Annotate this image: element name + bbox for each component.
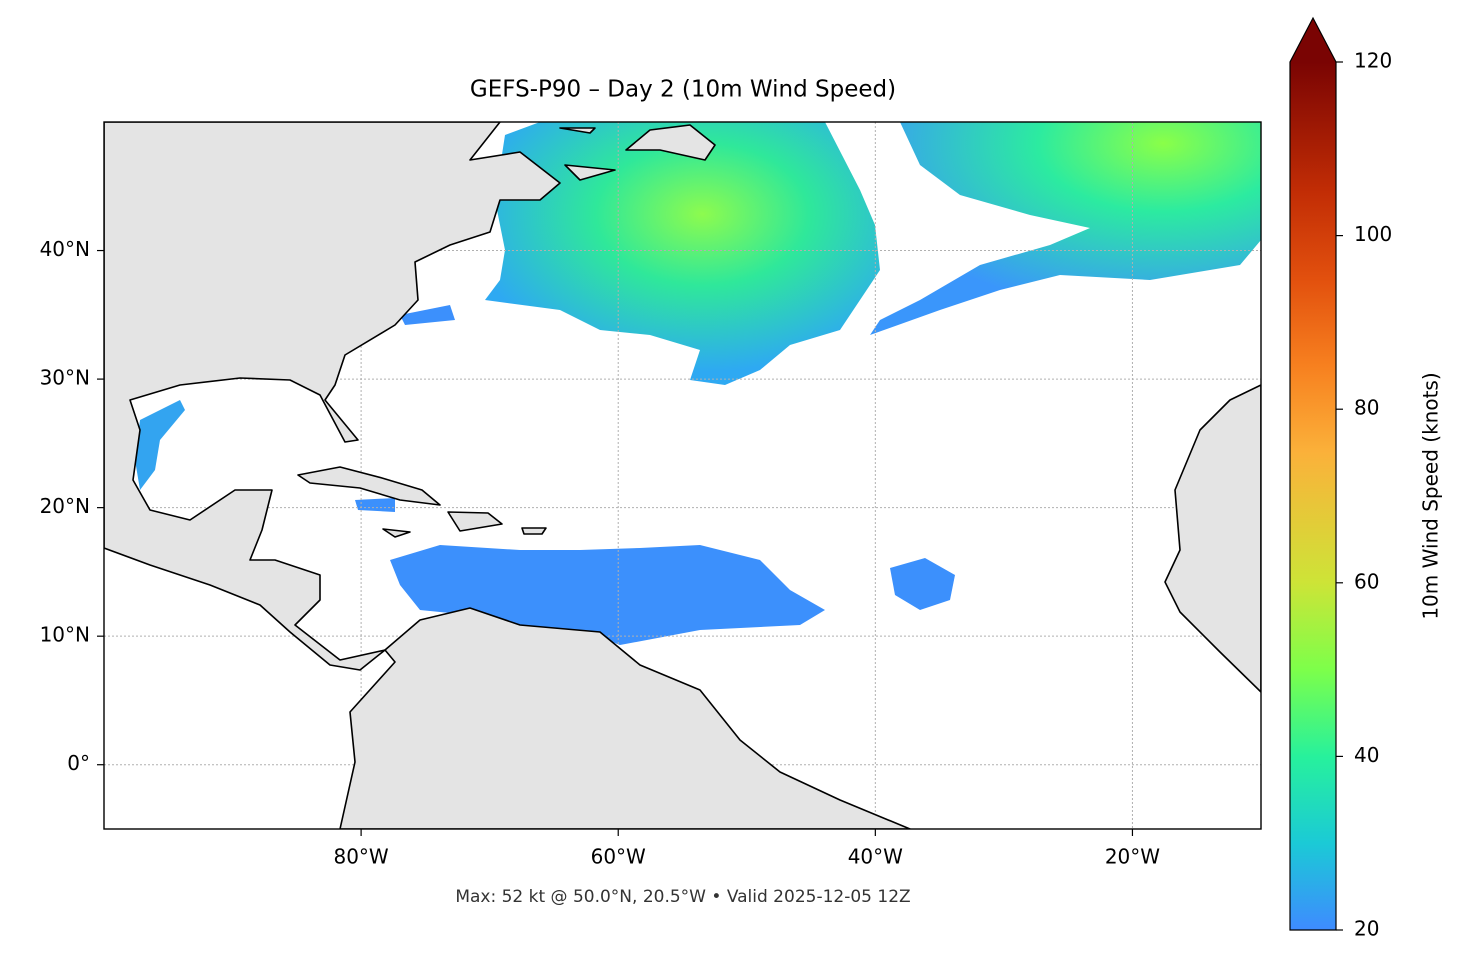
wind-area: [890, 558, 955, 610]
colorbar-tick-label: 40: [1354, 743, 1379, 767]
map-area: [104, 122, 1261, 829]
wind-field: [135, 122, 1261, 645]
wind-area: [485, 122, 880, 385]
north-america: [104, 122, 561, 671]
africa: [1164, 384, 1261, 693]
colorbar-tick-label: 60: [1354, 569, 1379, 593]
jamaica: [382, 528, 411, 538]
x-tick-label: 20°W: [1105, 845, 1160, 869]
colorbar-tick-label: 20: [1354, 917, 1379, 941]
y-tick-label: 0°: [67, 751, 90, 775]
map-frame: [103, 121, 1262, 830]
axes: 80°W 60°W 40°W 20°W 0° 10°N 20°N 30°N 40°N: [40, 237, 1161, 868]
colorbar-extend: [1290, 18, 1336, 62]
colorbar: [1290, 62, 1336, 930]
colorbar-frame: [1289, 16, 1337, 931]
footer: Max: 52 kt @ 50.0°N, 20.5°W • Valid 2025…: [455, 887, 910, 907]
wind-area: [870, 122, 1261, 335]
y-tick-label: 20°N: [40, 494, 90, 518]
colorbar-tick-label: 80: [1354, 396, 1379, 420]
land: [104, 122, 1261, 829]
y-tick-label: 30°N: [40, 366, 90, 390]
colorbar-axis: 20 40 60 80 100 120: [1336, 49, 1392, 941]
colorbar-tick-label: 100: [1354, 222, 1392, 246]
colorbar-label: 10m Wind Speed (knots): [1419, 372, 1443, 619]
puerto-rico: [521, 527, 547, 535]
cuba: [297, 466, 441, 506]
colorbar-tick-label: 120: [1354, 49, 1392, 73]
wind-area: [135, 400, 185, 490]
x-tick-label: 80°W: [333, 845, 388, 869]
island: [559, 127, 616, 181]
x-tick-label: 40°W: [848, 845, 903, 869]
hispaniola: [447, 511, 503, 532]
y-tick-label: 40°N: [40, 237, 90, 261]
newfoundland: [625, 124, 716, 161]
south-america: [339, 607, 911, 829]
title: GEFS-P90 – Day 2 (10m Wind Speed): [470, 77, 896, 103]
x-tick-label: 60°W: [591, 845, 646, 869]
y-tick-label: 10°N: [40, 623, 90, 647]
